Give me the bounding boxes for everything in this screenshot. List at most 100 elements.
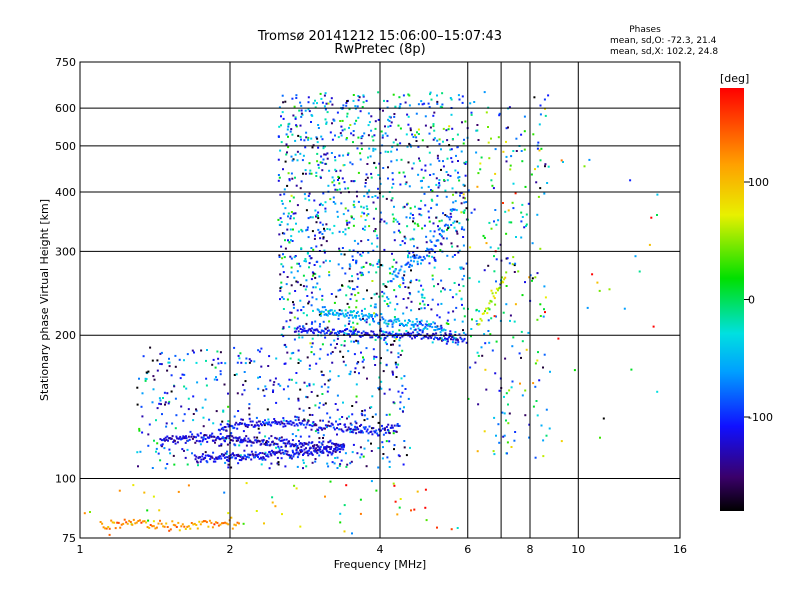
data-point	[295, 487, 298, 490]
data-point	[290, 194, 293, 197]
data-point	[319, 314, 322, 317]
data-point	[120, 523, 123, 526]
data-point	[327, 329, 330, 332]
data-point	[450, 98, 453, 101]
data-point	[439, 105, 442, 108]
data-point	[138, 377, 140, 380]
data-point	[140, 521, 143, 524]
data-point	[333, 443, 336, 446]
data-point	[387, 118, 390, 121]
data-point	[239, 441, 242, 444]
data-point	[364, 225, 367, 228]
data-point	[252, 441, 255, 444]
data-point	[296, 317, 299, 320]
data-point	[265, 388, 268, 391]
data-point	[162, 439, 165, 442]
data-point	[485, 388, 488, 391]
data-point	[415, 254, 418, 257]
data-point	[324, 495, 326, 498]
data-point	[391, 178, 394, 181]
data-point	[460, 150, 463, 153]
data-point	[521, 340, 524, 343]
data-point	[349, 265, 352, 268]
data-point	[319, 448, 322, 451]
data-point	[407, 286, 410, 289]
data-point	[420, 259, 423, 261]
data-point	[202, 416, 205, 419]
data-point	[402, 279, 405, 282]
data-point	[214, 366, 217, 369]
data-point	[399, 283, 402, 286]
data-point	[330, 331, 333, 334]
data-point	[441, 103, 444, 106]
data-point	[329, 100, 332, 103]
data-point	[322, 261, 325, 264]
data-point	[498, 114, 501, 117]
data-point	[338, 309, 341, 312]
data-point	[308, 382, 311, 385]
data-point	[281, 296, 284, 299]
data-point	[297, 429, 300, 432]
data-point	[298, 452, 301, 455]
data-point	[292, 451, 294, 454]
data-point	[510, 155, 513, 158]
data-point	[234, 524, 237, 527]
data-point	[436, 337, 439, 339]
data-point	[348, 221, 351, 224]
data-point	[268, 467, 271, 470]
data-point	[261, 458, 264, 461]
data-point	[264, 458, 267, 461]
data-point	[382, 433, 385, 436]
data-point	[488, 302, 491, 305]
data-point	[437, 228, 440, 231]
data-point	[359, 253, 362, 256]
data-point	[282, 265, 285, 268]
data-point	[102, 526, 105, 529]
data-point	[370, 430, 373, 433]
data-point	[248, 439, 251, 442]
data-point	[397, 229, 400, 232]
data-point	[374, 431, 377, 434]
data-point	[361, 106, 364, 108]
data-point	[277, 174, 280, 176]
data-point	[438, 184, 441, 187]
data-point	[374, 228, 377, 230]
data-point	[502, 435, 505, 438]
data-point	[306, 226, 309, 229]
data-point	[442, 212, 444, 215]
data-point	[498, 441, 501, 444]
data-point	[245, 435, 248, 438]
data-point	[346, 328, 349, 330]
data-point	[330, 352, 333, 355]
data-point	[233, 415, 236, 418]
data-point	[370, 442, 372, 445]
data-point	[370, 172, 373, 175]
data-point	[301, 230, 304, 233]
data-point	[296, 309, 299, 312]
data-point	[392, 401, 395, 404]
data-point	[241, 456, 244, 459]
data-point	[155, 419, 157, 422]
data-point	[430, 198, 433, 201]
data-point	[141, 415, 144, 418]
y-tick-label: 600	[55, 102, 76, 115]
data-point	[299, 265, 302, 268]
data-point	[396, 220, 399, 223]
data-point	[321, 294, 324, 297]
data-point	[339, 448, 342, 451]
data-point	[258, 440, 261, 443]
data-point	[311, 337, 314, 340]
data-point	[465, 262, 468, 265]
data-point	[359, 446, 362, 449]
data-point	[223, 456, 226, 459]
data-point	[428, 255, 431, 258]
data-point	[108, 533, 111, 536]
data-point	[438, 182, 441, 185]
data-point	[383, 300, 386, 302]
data-point	[181, 373, 184, 376]
data-point	[417, 257, 420, 260]
data-point	[416, 263, 419, 266]
data-point	[380, 130, 383, 133]
data-point	[345, 104, 348, 107]
data-point	[324, 145, 326, 148]
